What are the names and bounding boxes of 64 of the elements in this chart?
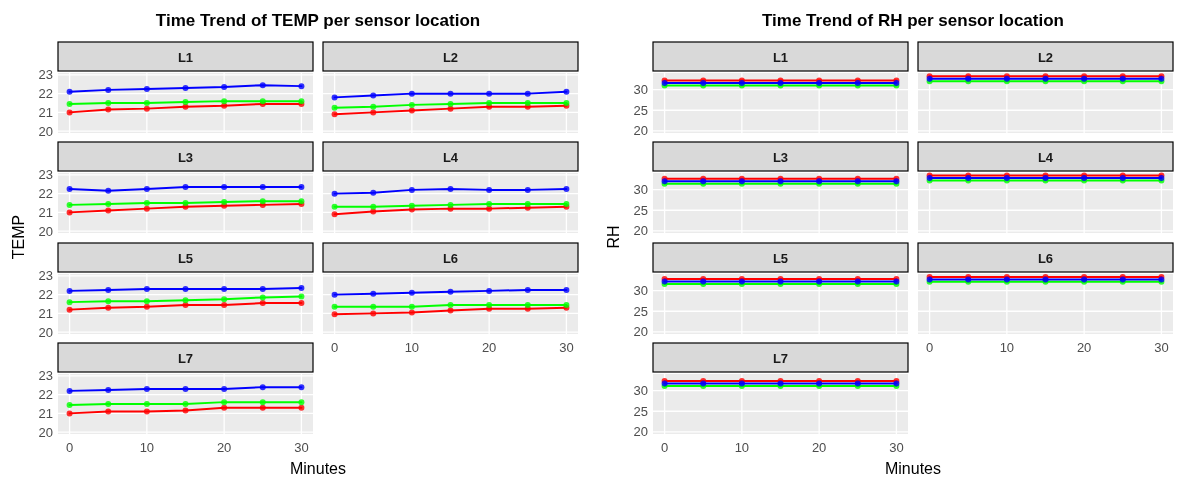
y-tick-label: 22 (38, 387, 53, 403)
y-tick-label: 21 (38, 104, 53, 120)
x-tick-label: 20 (1076, 340, 1092, 355)
chart-title: L1 (772, 49, 789, 65)
x-tick-label: 10 (999, 340, 1015, 355)
x-tick-label: 10 (404, 340, 420, 355)
chart-title: L2 (442, 49, 459, 65)
chart-title: L4 (1037, 149, 1054, 165)
chart-title: L6 (442, 250, 459, 266)
chart-title: L6 (1037, 250, 1054, 266)
text: Time Trend of RH per sensor location (762, 11, 1064, 30)
y-tick-label: 23 (38, 268, 53, 284)
y-tick-label: 20 (38, 123, 53, 139)
y-tick-label: 25 (633, 303, 648, 319)
y-axis-title: TEMP (10, 214, 27, 260)
y-tick-label: 21 (38, 305, 53, 321)
x-tick-label: 20 (811, 440, 827, 455)
y-tick-label: 22 (38, 186, 53, 202)
y-tick-label: 25 (633, 202, 648, 218)
y-tick-label: 21 (38, 405, 53, 421)
x-tick-label: 10 (734, 440, 750, 455)
chart-title: L4 (442, 149, 459, 165)
text: Time Trend of TEMP per sensor location (155, 11, 481, 30)
y-tick-label: 23 (38, 67, 53, 83)
x-tick-label: 0 (925, 340, 934, 355)
y-tick-label: 20 (38, 324, 53, 340)
chart-title: L2 (1037, 49, 1054, 65)
y-tick-label: 25 (633, 102, 648, 118)
y-tick-label: 22 (38, 287, 53, 303)
y-tick-label: 30 (633, 283, 648, 299)
y-tick-label: 23 (38, 368, 53, 384)
y-tick-label: 20 (38, 424, 53, 440)
y-tick-label: 20 (633, 424, 648, 440)
x-tick-label: 0 (660, 440, 669, 455)
x-tick-label: 30 (559, 340, 574, 355)
x-tick-label: 20 (481, 340, 497, 355)
chart-title: L5 (177, 250, 194, 266)
y-tick-label: 30 (633, 182, 648, 198)
y-tick-label: 20 (38, 223, 53, 239)
y-tick-label: 25 (633, 403, 648, 419)
y-tick-label: 21 (38, 204, 53, 220)
x-tick-label: 30 (889, 440, 904, 455)
y-tick-label: 22 (38, 86, 53, 102)
chart-title: L3 (177, 149, 194, 165)
chart-title: L7 (177, 350, 194, 366)
x-axis-title: Minutes (884, 460, 942, 477)
y-axis-title: RH (605, 225, 622, 249)
chart-title: L5 (772, 250, 789, 266)
chart-title: L7 (772, 350, 789, 366)
x-tick-label: 0 (65, 440, 74, 455)
x-tick-label: 0 (330, 340, 339, 355)
y-tick-label: 20 (633, 123, 648, 139)
x-tick-label: 30 (294, 440, 309, 455)
chart-title: L3 (772, 149, 789, 165)
chart-title: L1 (177, 49, 194, 65)
x-axis-title: Minutes (289, 460, 347, 477)
x-tick-label: 30 (1154, 340, 1169, 355)
x-tick-label: 20 (216, 440, 232, 455)
y-tick-label: 23 (38, 167, 53, 183)
y-tick-label: 30 (633, 383, 648, 399)
x-tick-label: 10 (139, 440, 155, 455)
y-tick-label: 20 (633, 324, 648, 340)
y-tick-label: 20 (633, 223, 648, 239)
y-tick-label: 30 (633, 82, 648, 98)
